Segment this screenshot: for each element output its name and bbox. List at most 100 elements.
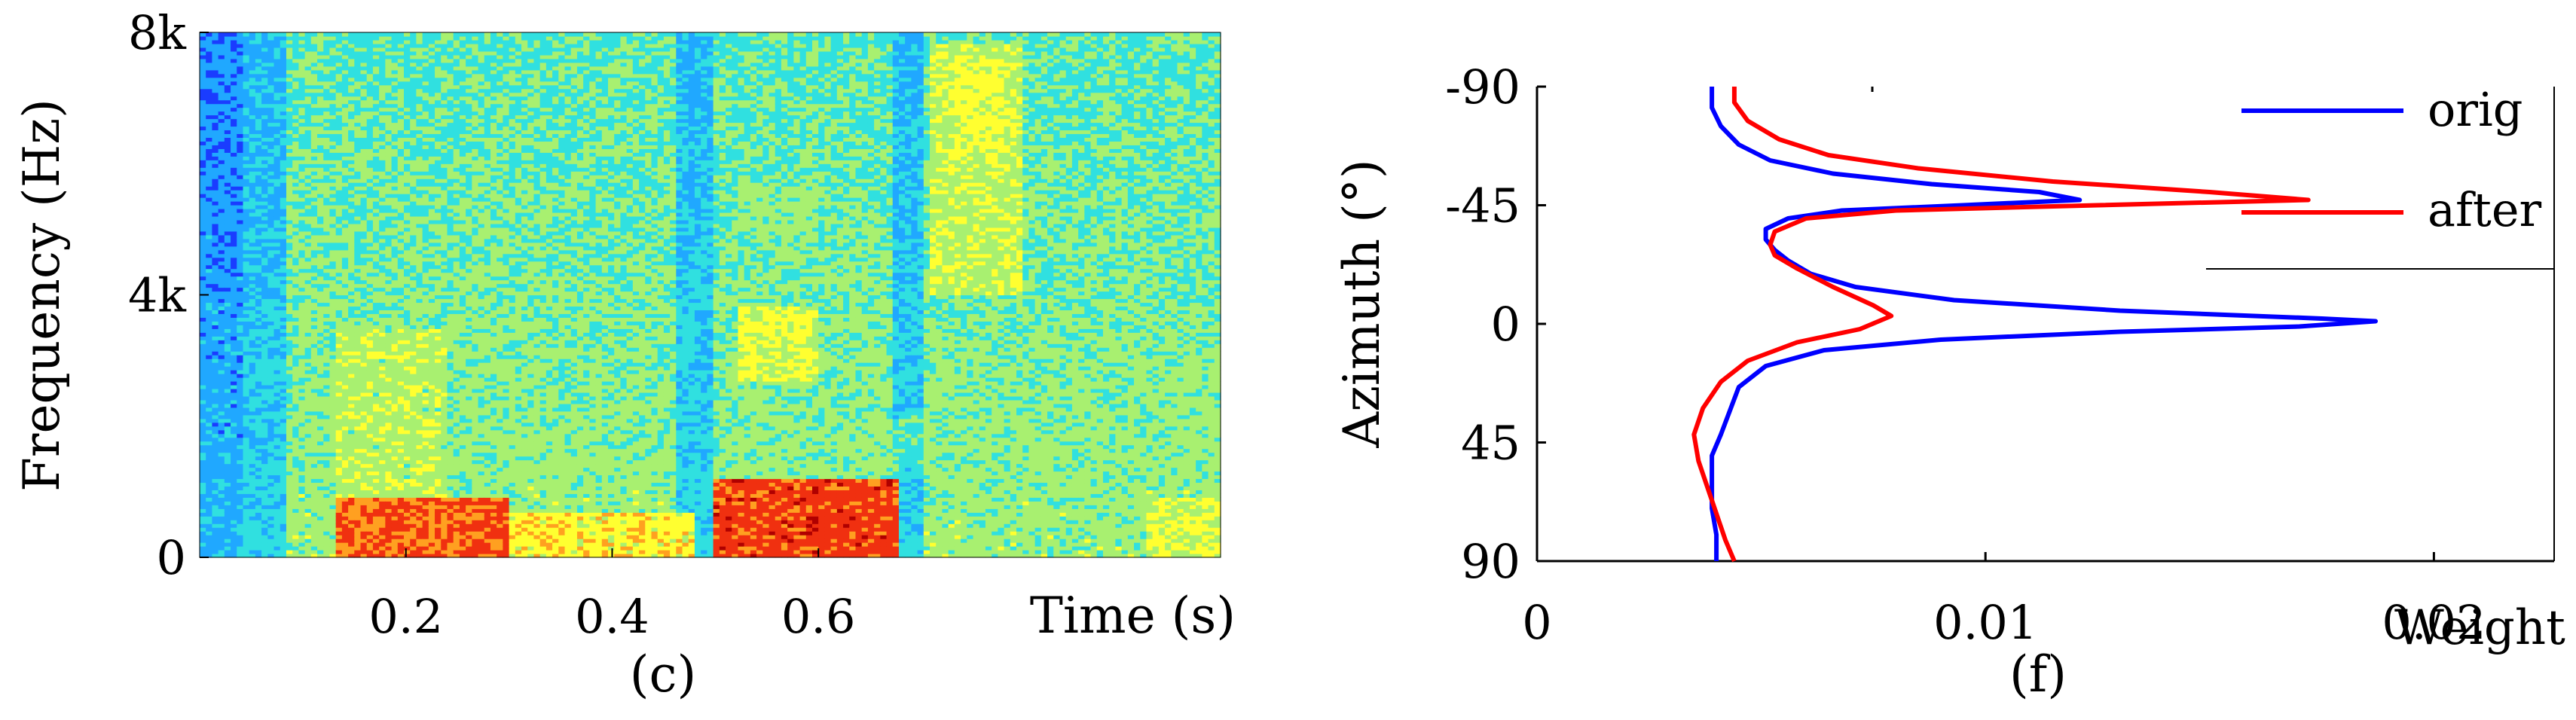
spectrogram-cell [304,234,312,239]
spectrogram-cell [335,219,343,224]
spectrogram-cell [231,268,237,273]
spectrogram-cell [243,512,250,517]
spectrogram-cell [341,328,349,333]
spectrogram-cell [292,538,299,543]
spectrogram-cell [341,219,349,224]
spectrogram-cell [243,478,250,484]
spectrogram-cell [218,190,225,194]
spectrogram-cell [360,145,368,149]
spectrogram-cell [329,178,337,183]
spectrogram-cell [304,81,312,86]
spectrogram-cell [286,194,293,198]
spectrogram-cell [224,96,231,101]
spectrogram-cell [404,148,411,153]
spectrogram-cell [360,50,368,56]
spectrogram-cell [249,47,256,52]
spectrogram-cell [286,441,293,446]
spectrogram-cell [416,531,423,535]
spectrogram-cell [237,351,244,355]
spectrogram-cell [310,452,318,457]
spectrogram-cell [360,433,368,438]
spectrogram-cell [224,370,231,374]
spectrogram-cell [243,50,250,56]
spectrogram-cell [385,381,393,386]
spectrogram-cell [231,107,237,112]
spectrogram-cell [323,448,331,453]
spectrogram-cell [243,126,250,131]
spectrogram-cell [372,264,380,270]
spectrogram-cell [237,294,244,300]
spectrogram-cell [224,190,231,194]
spectrogram-cell [317,246,324,251]
spectrogram-cell [206,73,213,78]
spectrogram-cell [224,332,231,337]
spectrogram-cell [341,388,349,393]
spectrogram-cell [224,395,231,401]
spectrogram-cell [317,422,324,427]
spectrogram-cell [366,343,374,348]
spectrogram-cell [391,32,399,37]
spectrogram-cell [224,212,231,217]
spectrogram-cell [329,381,337,386]
spectrogram-cell [255,268,262,273]
spectrogram-cell [366,264,374,270]
spectrogram-cell [391,126,399,131]
spectrogram-cell [206,54,213,59]
spectrogram-cell [397,366,405,371]
spectrogram-cell [329,160,337,164]
spectrogram-cell [212,47,219,52]
spectrogram-cell [231,497,237,502]
spectrogram-cell [261,58,268,63]
spectrogram-cell [224,467,231,472]
spectrogram-cell [206,535,213,539]
spectrogram-cell [212,215,219,221]
spectrogram-cell [298,160,306,164]
spectrogram-cell [224,148,231,153]
spectrogram-cell [212,257,219,262]
spectrogram-cell [341,238,349,243]
spectrogram-cell [335,137,343,142]
spectrogram-cell [218,215,225,221]
spectrogram-cell [200,201,206,206]
spectrogram-cell [286,246,293,251]
spectrogram-cell [310,467,318,472]
spectrogram-cell [317,148,324,153]
spectrogram-cell [329,456,337,461]
spectrogram-cell [231,167,237,172]
spectrogram-cell [292,92,299,97]
spectrogram-cell [360,84,368,90]
spectrogram-cell [385,459,393,465]
spectrogram-cell [397,422,405,427]
spectrogram-cell [206,325,213,329]
spectrogram-cell [366,490,374,494]
spectrogram-cell [243,426,250,431]
spectrogram-cell [410,272,417,277]
spectrogram-cell [335,550,343,554]
spectrogram-cell [298,201,306,206]
spectrogram-cell [385,77,393,82]
spectrogram-cell [243,313,250,318]
spectrogram-cell [354,205,362,209]
spectrogram-cell [231,249,237,255]
spectrogram-cell [416,520,423,524]
spectrogram-cell [273,160,281,164]
spectrogram-cell [404,223,411,228]
spectrogram-cell [206,186,213,191]
spectrogram-cell [310,145,318,149]
spectrogram-cell [298,66,306,71]
spectrogram-cell [310,279,318,285]
spectrogram-cell [280,279,287,285]
spectrogram-cell [397,163,405,168]
spectrogram-cell [329,550,337,554]
spectrogram-cell [317,374,324,378]
spectrogram-cell [354,35,362,41]
spectrogram-cell [280,99,287,105]
spectrogram-cell [410,448,417,453]
spectrogram-cell [341,279,349,285]
spectrogram-cell [304,145,312,149]
spectrogram-cell [200,133,206,138]
spectrogram-cell [404,99,411,105]
spectrogram-cell [416,395,423,401]
spectrogram-cell [261,257,268,262]
spectrogram-cell [255,384,262,389]
